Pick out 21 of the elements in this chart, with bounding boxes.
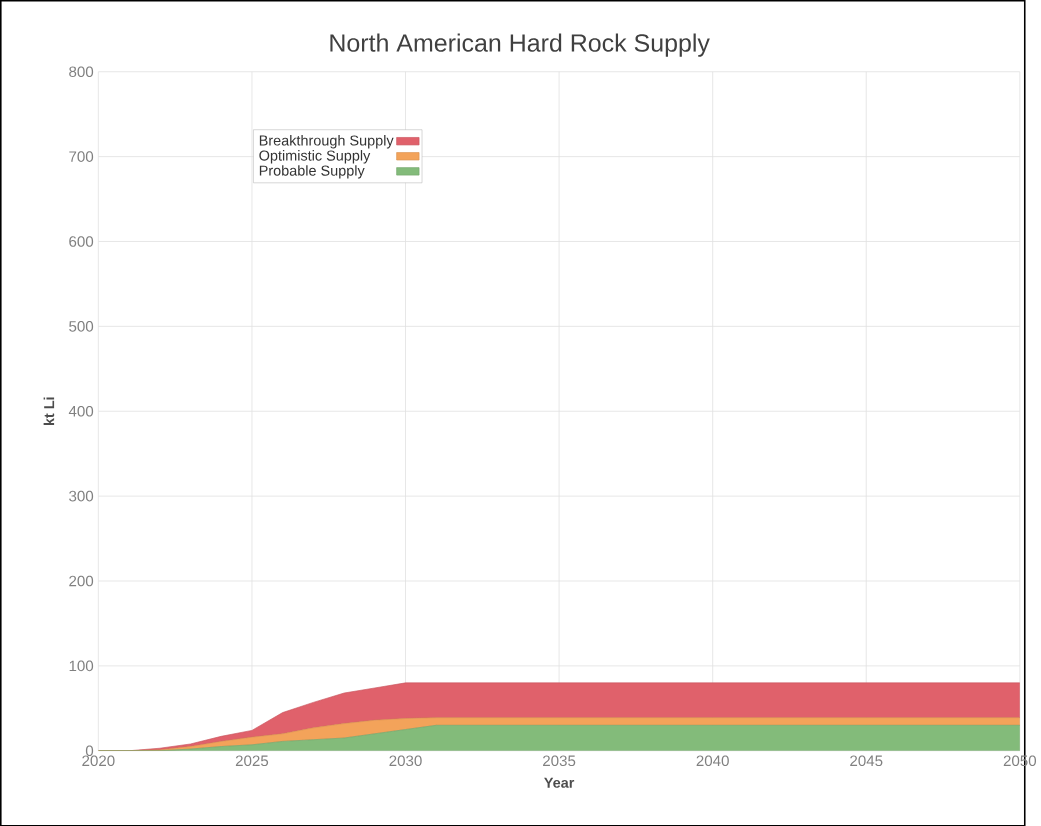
chart-title: North American Hard Rock Supply xyxy=(330,33,710,57)
y-tick-label: 700 xyxy=(69,151,94,162)
y-tick-label: 600 xyxy=(69,235,94,247)
x-tick-label: 2035 xyxy=(543,755,576,766)
y-tick-label: 500 xyxy=(69,320,94,332)
x-tick-label: 2020 xyxy=(82,755,115,766)
y-tick-label: 200 xyxy=(69,575,94,587)
y-tick-label: 300 xyxy=(69,490,94,502)
x-tick-label: 2030 xyxy=(389,755,422,766)
x-tick-label: 2045 xyxy=(850,755,883,766)
y-tick-label: 0 xyxy=(85,745,94,756)
y-axis-title: kt Li xyxy=(43,397,55,425)
y-tick-label: 400 xyxy=(68,405,94,417)
y-tick-label: 800 xyxy=(69,66,94,77)
legend-label: Breakthrough Supply xyxy=(259,134,394,149)
y-tick-label: 100 xyxy=(69,660,94,672)
x-tick-label: 2040 xyxy=(696,755,729,766)
x-tick-label: 2025 xyxy=(235,755,269,766)
legend-label: Probable Supply xyxy=(259,164,365,179)
legend-label: Optimistic Supply xyxy=(259,149,371,164)
x-axis-title: Year xyxy=(544,777,575,788)
